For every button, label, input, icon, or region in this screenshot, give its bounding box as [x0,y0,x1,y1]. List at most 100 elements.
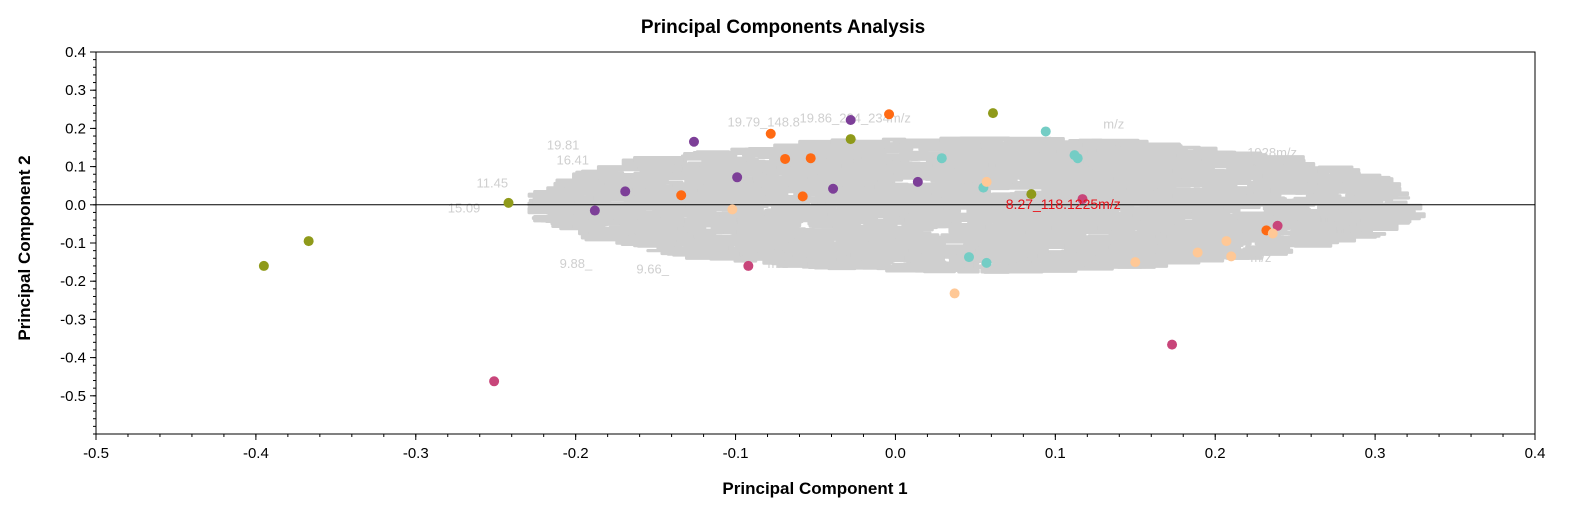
loading-mark [705,164,733,171]
y-tick-label: -0.4 [60,350,86,367]
loading-label: 16.41 [556,153,589,168]
loading-mark [1097,145,1121,154]
loading-mark [608,212,644,217]
score-point [688,136,699,147]
loading-mark [1270,167,1306,172]
loading-mark [1047,162,1076,169]
loading-mark [1122,178,1156,182]
score-point [258,260,269,271]
loading-mark [830,156,855,162]
score-point [743,260,754,271]
y-tick-label: -0.3 [60,311,86,328]
loading-mark [813,228,842,234]
loading-mark [1050,250,1075,256]
score-point [884,109,895,120]
loading-mark [952,188,979,193]
loading-mark [1044,265,1085,270]
loading-mark [575,170,616,177]
loading-mark [695,150,731,156]
score-point [981,176,992,187]
loading-mark [889,233,940,239]
loading-mark [807,261,850,270]
loading-mark [1254,161,1284,166]
loading-mark [1113,158,1158,163]
score-point [780,153,791,164]
loading-mark [1129,175,1182,180]
loading-mark [1000,206,1039,213]
loading-mark [1233,158,1260,163]
loading-mark [1083,159,1109,166]
score-point [987,108,998,119]
loading-mark [791,245,832,252]
loading-mark [756,252,786,261]
loading-mark [1176,152,1210,159]
loading-mark [854,149,878,154]
y-tick-label: 0.2 [65,120,86,137]
score-point [1130,257,1141,268]
y-tick-label: -0.5 [60,388,86,405]
loading-mark [955,205,992,210]
loading-mark [1315,227,1353,235]
score-points [258,108,1283,387]
score-point [1040,126,1051,137]
loading-mark [1214,172,1263,180]
x-tick-label: -0.4 [243,445,269,462]
loading-mark [606,176,630,180]
loading-mark [1265,155,1305,162]
loading-mark [541,205,590,213]
loading-mark [808,252,835,261]
loading-mark [648,232,689,240]
loading-mark [1124,209,1172,216]
loading-mark [1185,210,1218,215]
loading-mark [730,188,757,197]
score-point [1072,153,1083,164]
loading-mark [765,208,794,215]
score-point [1192,247,1203,258]
score-point [589,205,600,216]
loading-mark [939,136,983,144]
x-tick-label: 0.1 [1045,445,1066,462]
loading-mark [1242,200,1271,204]
loading-label: 15.09 [448,200,481,215]
loading-mark [639,192,681,201]
loading-mark [914,210,952,217]
score-point [1272,220,1283,231]
loading-mark [691,238,724,243]
loading-mark [807,220,856,226]
loading-mark [1282,239,1328,245]
loading-mark [1019,264,1048,272]
loading-mark [1036,140,1080,147]
loading-mark [738,171,767,177]
loading-mark [962,151,986,157]
loading-mark [947,178,983,182]
loading-label: m/z [1319,210,1340,225]
loading-mark [572,224,606,230]
loading-mark [864,254,914,263]
loading-mark [1036,185,1074,190]
loading-mark [645,238,677,244]
loading-mark [852,159,893,163]
loading-mark [1330,234,1381,238]
loading-mark [1029,234,1058,241]
loading-mark [1360,217,1412,224]
score-point [732,172,743,183]
x-tick-label: -0.3 [403,445,429,462]
loading-mark [1022,167,1054,173]
loading-mark [1121,165,1153,172]
loading-mark [1136,142,1181,150]
loading-mark [619,202,672,209]
y-tick-label: 0.4 [65,44,86,61]
loading-label: 11.45 [477,176,509,191]
loading-mark [1143,262,1169,268]
score-point [1077,194,1088,205]
y-tick-label: 0.0 [65,197,86,214]
loading-mark [739,206,764,212]
loading-mark [917,216,952,224]
loading-label: 9.88_ [560,256,593,271]
loading-mark [1369,205,1406,212]
loading-mark [903,191,932,197]
score-point [949,288,960,299]
loading-mark [615,238,641,245]
loading-mark [1266,198,1313,205]
